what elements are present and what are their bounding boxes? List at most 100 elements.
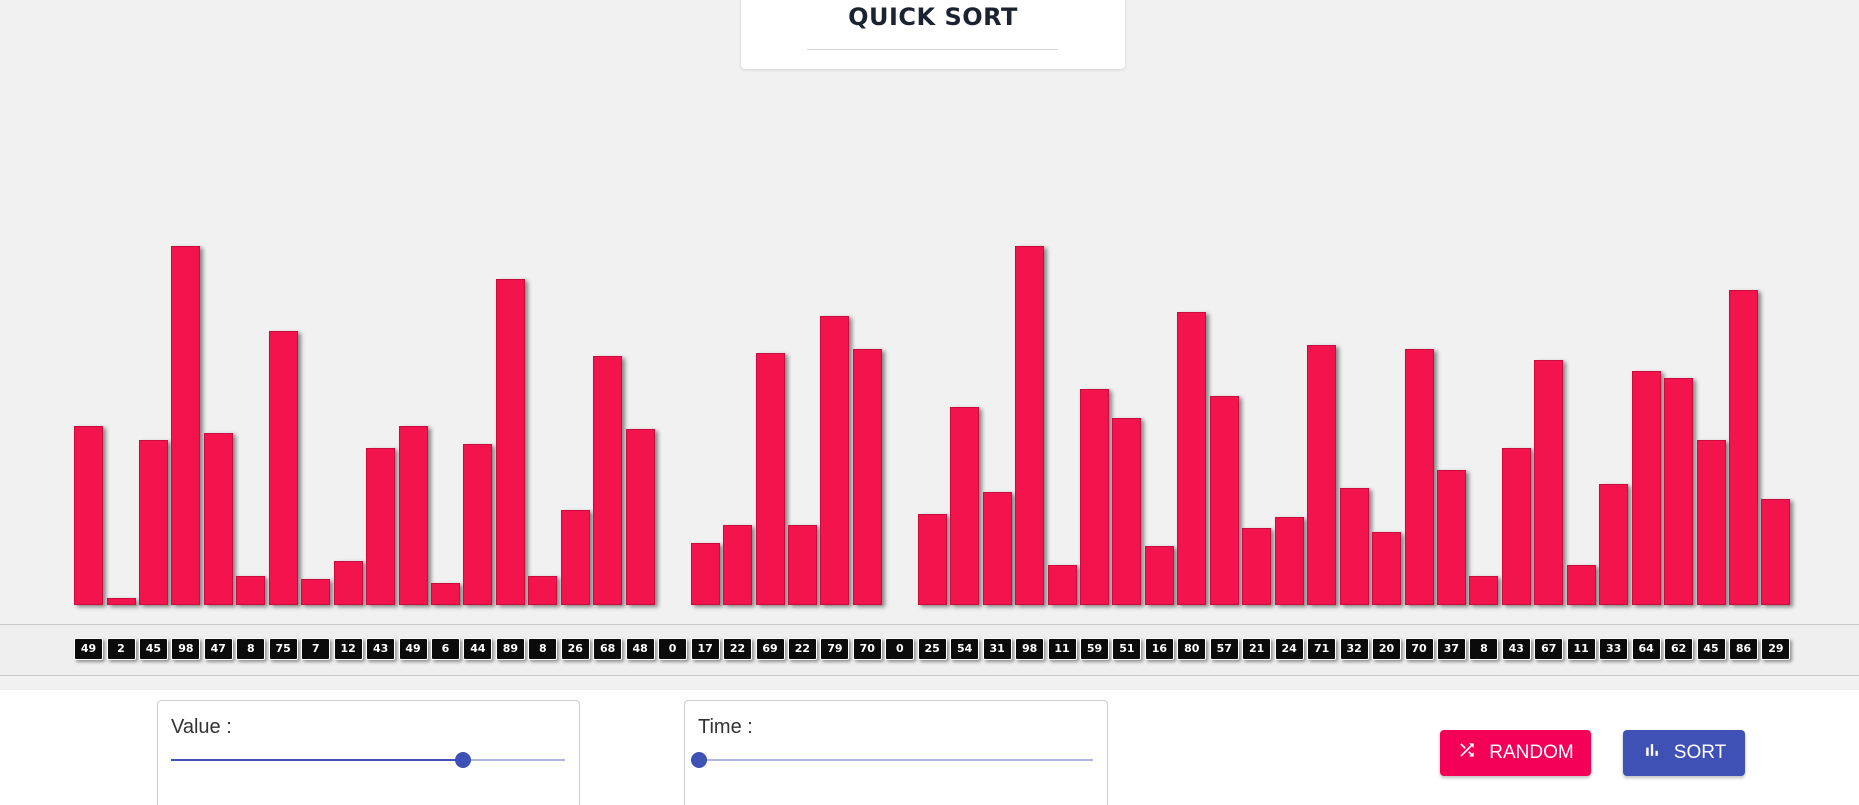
- value-chip: 71: [1307, 638, 1337, 660]
- title-divider: [807, 49, 1058, 50]
- time-slider-track[interactable]: [691, 752, 1093, 768]
- value-chip: 25: [917, 638, 947, 660]
- array-bar: [1047, 564, 1077, 605]
- array-bar: [593, 356, 623, 605]
- value-chip: 45: [138, 638, 168, 660]
- value-chip: 20: [1372, 638, 1401, 660]
- array-bar: [1664, 378, 1694, 605]
- array-bar: [852, 348, 882, 605]
- value-chip: 7: [301, 638, 331, 660]
- value-chip: 64: [1631, 638, 1661, 660]
- array-bar: [625, 429, 655, 605]
- array-bar: [463, 444, 493, 605]
- value-slider-track[interactable]: [171, 752, 565, 768]
- value-chip: 22: [723, 638, 752, 660]
- value-chip: 8: [236, 638, 266, 660]
- array-bar: [236, 575, 266, 605]
- value-chip: 75: [268, 638, 298, 660]
- array-bar: [1631, 370, 1661, 605]
- value-chip: 51: [1112, 638, 1142, 660]
- value-chip: 68: [593, 638, 623, 660]
- value-chip: 11: [1566, 638, 1596, 660]
- value-chip: 69: [755, 638, 785, 660]
- array-bar: [560, 509, 590, 605]
- time-slider-thumb[interactable]: [691, 752, 707, 768]
- array-bar: [1307, 345, 1337, 605]
- array-bar: [1339, 487, 1369, 605]
- random-button[interactable]: RANDOM: [1440, 730, 1591, 776]
- value-chip: 0: [885, 638, 915, 660]
- title-card: QUICK SORT: [741, 0, 1125, 69]
- value-slider-thumb[interactable]: [454, 752, 471, 768]
- array-bar: [301, 579, 331, 605]
- array-bar: [1242, 528, 1272, 605]
- array-bar: [950, 407, 980, 605]
- value-chip: 47: [203, 638, 233, 660]
- sort-button[interactable]: SORT: [1623, 730, 1745, 776]
- value-chip: 24: [1274, 638, 1304, 660]
- array-bar: [1729, 290, 1758, 605]
- value-chip: 98: [1015, 638, 1045, 660]
- value-chip: 44: [463, 638, 493, 660]
- array-bar: [1177, 312, 1207, 605]
- array-bar: [690, 542, 720, 605]
- value-chip: 12: [333, 638, 363, 660]
- array-bar: [1501, 447, 1531, 605]
- value-chip: 70: [1404, 638, 1434, 660]
- array-bar: [1696, 440, 1726, 605]
- array-bar: [1274, 517, 1304, 605]
- array-bar: [1599, 484, 1629, 605]
- array-bar: [74, 425, 103, 605]
- value-chip: 33: [1599, 638, 1629, 660]
- array-bar: [755, 352, 785, 605]
- array-bar: [171, 246, 201, 605]
- value-chip: 21: [1242, 638, 1272, 660]
- value-chip: 0: [658, 638, 688, 660]
- value-chip: 6: [431, 638, 460, 660]
- value-slider-label: Value :: [171, 716, 232, 738]
- value-chip: 89: [495, 638, 525, 660]
- value-chip: 26: [560, 638, 590, 660]
- value-chip: 86: [1729, 638, 1758, 660]
- array-bar: [982, 491, 1012, 605]
- array-bar: [1080, 389, 1109, 605]
- array-bar: [723, 524, 752, 605]
- value-chip: 31: [982, 638, 1012, 660]
- value-chip: 17: [690, 638, 720, 660]
- array-bar: [917, 513, 947, 605]
- value-chip: 67: [1534, 638, 1564, 660]
- value-chip: 54: [950, 638, 980, 660]
- value-chip: 57: [1209, 638, 1239, 660]
- array-bar: [431, 583, 460, 605]
- value-chip: 98: [171, 638, 201, 660]
- value-chip: 8: [528, 638, 558, 660]
- value-chip: 16: [1144, 638, 1174, 660]
- array-bar: [820, 315, 850, 605]
- page-title: QUICK SORT: [848, 3, 1018, 31]
- array-bar: [106, 597, 136, 605]
- value-chip: 45: [1696, 638, 1726, 660]
- bars-area: [74, 246, 1791, 605]
- array-bar: [203, 433, 233, 605]
- array-bar: [1761, 498, 1791, 605]
- array-bar: [333, 561, 363, 605]
- value-chip: 43: [1501, 638, 1531, 660]
- bar-chart-icon: [1642, 740, 1662, 766]
- array-bar: [1404, 348, 1434, 605]
- array-bar: [366, 447, 396, 605]
- value-chip: 8: [1469, 638, 1499, 660]
- value-chip: 43: [366, 638, 396, 660]
- array-bar: [1112, 418, 1142, 605]
- array-bar: [528, 575, 558, 605]
- value-chip: 29: [1761, 638, 1791, 660]
- value-chip: 62: [1664, 638, 1694, 660]
- array-bar: [1534, 359, 1564, 605]
- value-chip: 2: [106, 638, 136, 660]
- array-bar: [1209, 396, 1239, 605]
- array-bar: [1436, 469, 1466, 605]
- array-bar: [268, 330, 298, 605]
- value-chip: 80: [1177, 638, 1207, 660]
- value-chip: 48: [625, 638, 655, 660]
- random-button-label: RANDOM: [1489, 742, 1574, 763]
